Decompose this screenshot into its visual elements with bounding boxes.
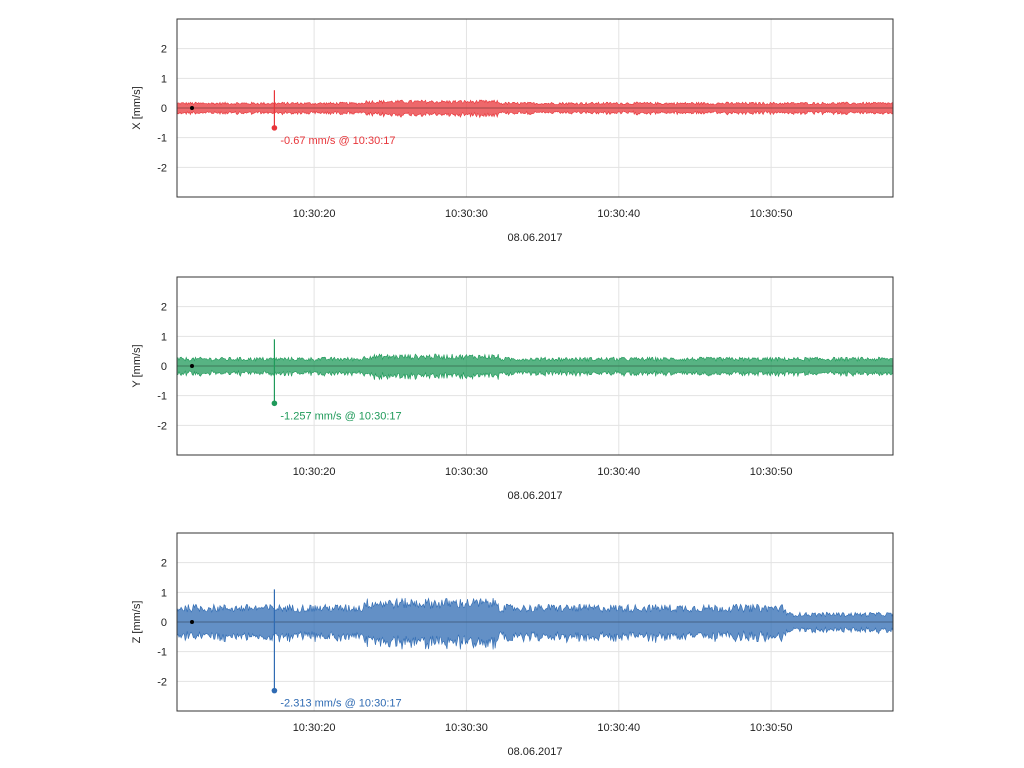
plot-border <box>176 18 894 198</box>
y-tick-label: 2 <box>161 44 167 56</box>
x-tick-label: 10:30:20 <box>293 466 336 478</box>
start-marker <box>190 364 194 368</box>
x-tick-label: 10:30:40 <box>597 466 640 478</box>
x-tick-label: 10:30:30 <box>445 466 488 478</box>
y-axis-label: Y [mm/s] <box>131 344 143 387</box>
y-tick-label: 2 <box>161 558 167 570</box>
y-tick-label: 2 <box>161 302 167 314</box>
chart-panel-z: 2 1 0 -1 -2 10:30:20 10:30:30 10:30:40 10:30:50 -… <box>131 532 894 758</box>
y-tick-label: 1 <box>161 331 167 343</box>
x-axis-label: 08.06.2017 <box>507 232 562 244</box>
min-marker <box>271 125 278 131</box>
x-tick-label: 10:30:30 <box>445 722 488 734</box>
plot-border <box>176 276 894 456</box>
min-annotation: -2.313 mm/s @ 10:30:17 <box>280 698 401 710</box>
x-tick-label: 10:30:50 <box>750 722 793 734</box>
y-tick-label: 0 <box>161 103 167 115</box>
min-marker <box>271 400 278 407</box>
y-tick-label: -2 <box>157 676 167 688</box>
x-axis-label: 08.06.2017 <box>507 490 562 502</box>
y-tick-label: 0 <box>161 361 167 373</box>
x-tick-label: 10:30:40 <box>597 722 640 734</box>
y-axis-label: Z [mm/s] <box>131 601 143 644</box>
x-tick-label: 10:30:30 <box>445 208 488 220</box>
min-annotation: -1.257 mm/s @ 10:30:17 <box>280 410 401 422</box>
y-axis-label: X [mm/s] <box>131 86 143 129</box>
chart-panel-y: 2 1 0 -1 -2 10:30:20 10:30:30 10:30:40 10:30:50 -… <box>131 276 894 502</box>
min-marker <box>271 687 278 694</box>
x-tick-label: 10:30:40 <box>597 208 640 220</box>
y-tick-label: 1 <box>161 73 167 85</box>
y-tick-label: 0 <box>161 617 167 629</box>
x-tick-label: 10:30:20 <box>293 208 336 220</box>
y-tick-label: -2 <box>157 162 167 174</box>
y-tick-label: -1 <box>157 647 167 659</box>
x-tick-label: 10:30:50 <box>750 466 793 478</box>
start-marker <box>190 106 194 110</box>
x-tick-label: 10:30:50 <box>750 208 793 220</box>
chart-panel-x: 2 1 0 -1 -2 10:30:20 10:30:30 10:30:40 10:30:50 -… <box>131 18 894 244</box>
y-tick-label: 1 <box>161 587 167 599</box>
x-axis-label: 08.06.2017 <box>507 746 562 758</box>
y-tick-label: -1 <box>157 133 167 145</box>
start-marker <box>190 620 194 624</box>
plot-border <box>176 532 894 712</box>
min-annotation: -0.67 mm/s @ 10:30:17 <box>280 135 395 147</box>
x-tick-label: 10:30:20 <box>293 722 336 734</box>
y-tick-label: -1 <box>157 391 167 403</box>
y-tick-label: -2 <box>157 420 167 432</box>
